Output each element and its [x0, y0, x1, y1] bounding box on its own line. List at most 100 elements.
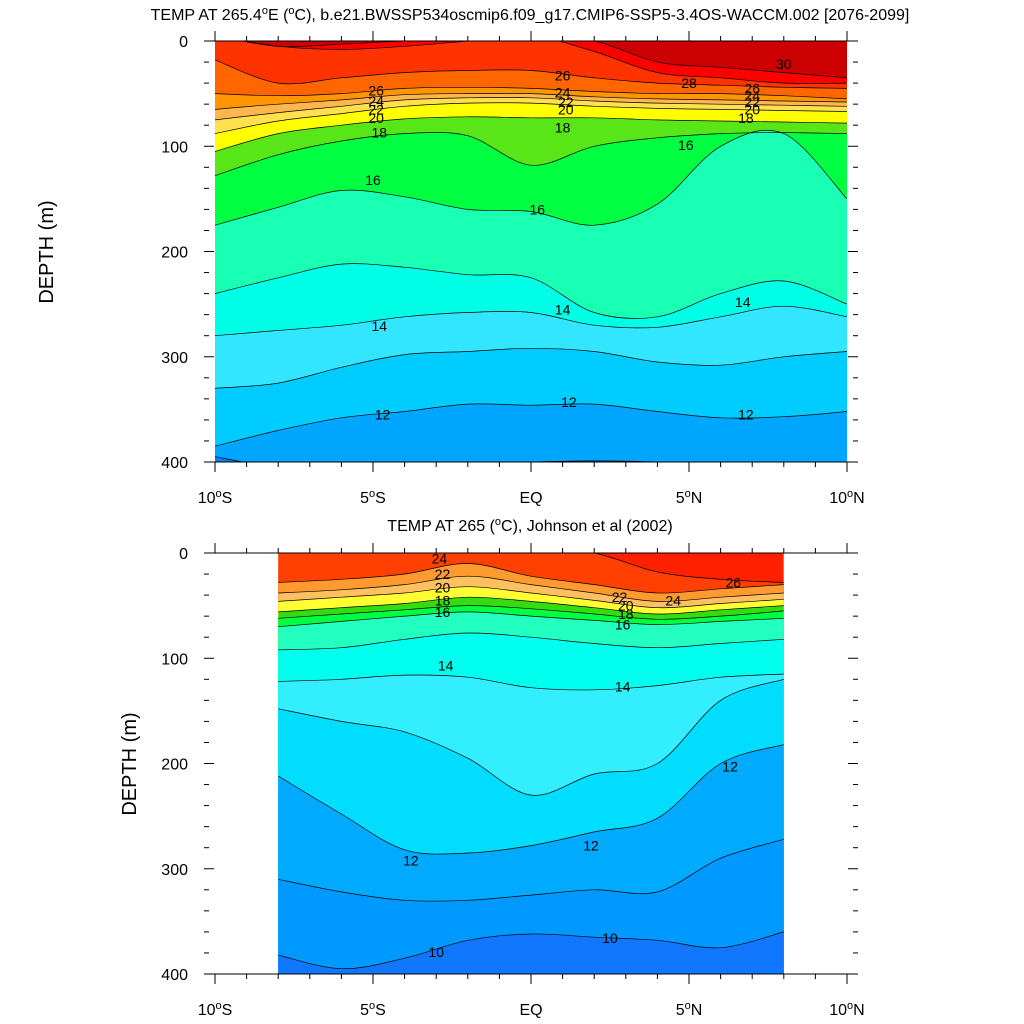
panel-1-temperature-fill	[215, 41, 847, 462]
contour-label: 16	[435, 604, 451, 620]
panel-1-title: TEMP AT 265.4oE (oC), b.e21.BWSSP534oscm…	[151, 5, 910, 24]
contour-label: 14	[615, 679, 631, 695]
isotherm-18c	[278, 596, 784, 615]
y-tick-label: 400	[161, 967, 188, 984]
y-tick-label: 300	[161, 862, 188, 879]
contour-label: 18	[435, 592, 451, 608]
contour-label: 16	[678, 137, 694, 153]
panel-2: TEMP AT 265 (oC), Johnson et al (2002) 2…	[119, 516, 865, 1019]
x-tick-label: 10oS	[198, 488, 233, 507]
contour-label: 18	[372, 125, 388, 141]
contour-label: 22	[368, 101, 384, 117]
contour-label: 22	[558, 94, 574, 110]
contour-label: 30	[776, 56, 792, 72]
isotherm-18c	[215, 116, 847, 152]
x-tick-label: EQ	[519, 1002, 542, 1019]
x-tick-label: 10oS	[198, 1000, 233, 1019]
isotherm-11c	[278, 838, 784, 902]
isotherm-13c	[215, 347, 847, 389]
contour-label: 20	[558, 101, 574, 117]
contour-label: 12	[375, 407, 391, 423]
contour-label: 18	[738, 110, 754, 126]
panel-2-title: TEMP AT 265 (oC), Johnson et al (2002)	[387, 516, 672, 535]
contour-label: 14	[735, 294, 751, 310]
isotherm-17c	[278, 605, 784, 620]
contour-label: 16	[615, 617, 631, 633]
contour-label: 26	[725, 574, 741, 590]
contour-label: 24	[555, 85, 571, 101]
contour-label: 22	[612, 589, 628, 605]
isotherm-13c	[278, 678, 784, 796]
y-tick-label: 0	[179, 546, 188, 563]
panel-1: TEMP AT 265.4oE (oC), b.e21.BWSSP534oscm…	[36, 5, 909, 507]
isotherm-14c	[278, 673, 784, 691]
isotherm-29c	[240, 41, 847, 79]
contour-label: 24	[432, 550, 448, 566]
contour-label: 14	[372, 318, 388, 334]
contour-label: 24	[665, 592, 681, 608]
contour-label: 14	[438, 658, 454, 674]
contour-label: 12	[583, 838, 599, 854]
isotherm-12c	[278, 744, 784, 855]
contour-label: 16	[530, 201, 546, 217]
isotherm-24c	[278, 563, 784, 594]
panel-2-y-axis-label: DEPTH (m)	[119, 712, 141, 815]
x-tick-label: 5oS	[360, 488, 386, 507]
isotherm-16c	[278, 611, 784, 628]
y-tick-label: 300	[161, 350, 188, 367]
contour-label: 24	[744, 88, 760, 104]
contour-label: 12	[403, 852, 419, 868]
isotherm-28c	[241, 41, 847, 84]
isotherm-26c	[592, 553, 784, 583]
y-tick-label: 400	[161, 455, 188, 472]
contour-label: 20	[368, 110, 384, 126]
isotherm-22c	[278, 575, 784, 602]
isotherm-20c	[278, 586, 784, 609]
isotherm-20c	[215, 102, 847, 134]
isotherm-15c	[278, 632, 784, 651]
isotherm-14c	[215, 305, 847, 337]
fill-below-10c	[278, 931, 784, 974]
panel-1-contour-labels: 3028262422201826242220182624222018161616…	[365, 56, 792, 422]
y-tick-label: 100	[161, 139, 188, 156]
isotherm-26c	[215, 86, 847, 100]
x-tick-label: EQ	[519, 490, 542, 507]
y-tick-label: 100	[161, 651, 188, 668]
y-tick-label: 200	[161, 757, 188, 774]
isotherm-27c	[215, 59, 847, 89]
x-tick-label: 5oN	[676, 488, 703, 507]
contour-label: 12	[561, 394, 577, 410]
contour-label: 16	[365, 172, 381, 188]
contour-label: 26	[368, 82, 384, 98]
panel-2-temperature-fill	[278, 553, 784, 974]
contour-label: 14	[555, 301, 571, 317]
contour-label: 26	[555, 68, 571, 84]
contour-label: 10	[602, 930, 618, 946]
contour-label: 22	[744, 94, 760, 110]
contour-label: 12	[722, 759, 738, 775]
isotherm-12c	[215, 403, 847, 447]
contour-label: 26	[744, 80, 760, 96]
contour-label: 20	[744, 101, 760, 117]
y-tick-label: 200	[161, 245, 188, 262]
fill-below-11c	[215, 456, 658, 462]
contour-label: 24	[368, 93, 384, 109]
fill-below-12c	[215, 403, 847, 462]
panel-1-axes: 0 100 200 300 400 10oS 5oS EQ 5oN 10oN	[161, 31, 865, 507]
contour-label: 10	[428, 944, 444, 960]
panel-1-isotherm-lines	[215, 41, 847, 462]
isotherm-24c	[215, 92, 847, 110]
contour-label: 22	[435, 566, 451, 582]
contour-label: 18	[555, 119, 571, 135]
x-tick-label: 10oN	[829, 488, 864, 507]
y-tick-label: 0	[179, 34, 188, 51]
x-tick-label: 5oS	[360, 1000, 386, 1019]
panel-2-isotherm-lines	[278, 553, 784, 970]
isotherm-22c	[215, 97, 847, 121]
isotherm-10c	[278, 931, 784, 970]
contour-label: 12	[738, 407, 754, 423]
x-tick-label: 10oN	[829, 1000, 864, 1019]
panel-2-axes: 0 100 200 300 400 10oS 5oS EQ 5oN 10oN	[161, 543, 865, 1019]
